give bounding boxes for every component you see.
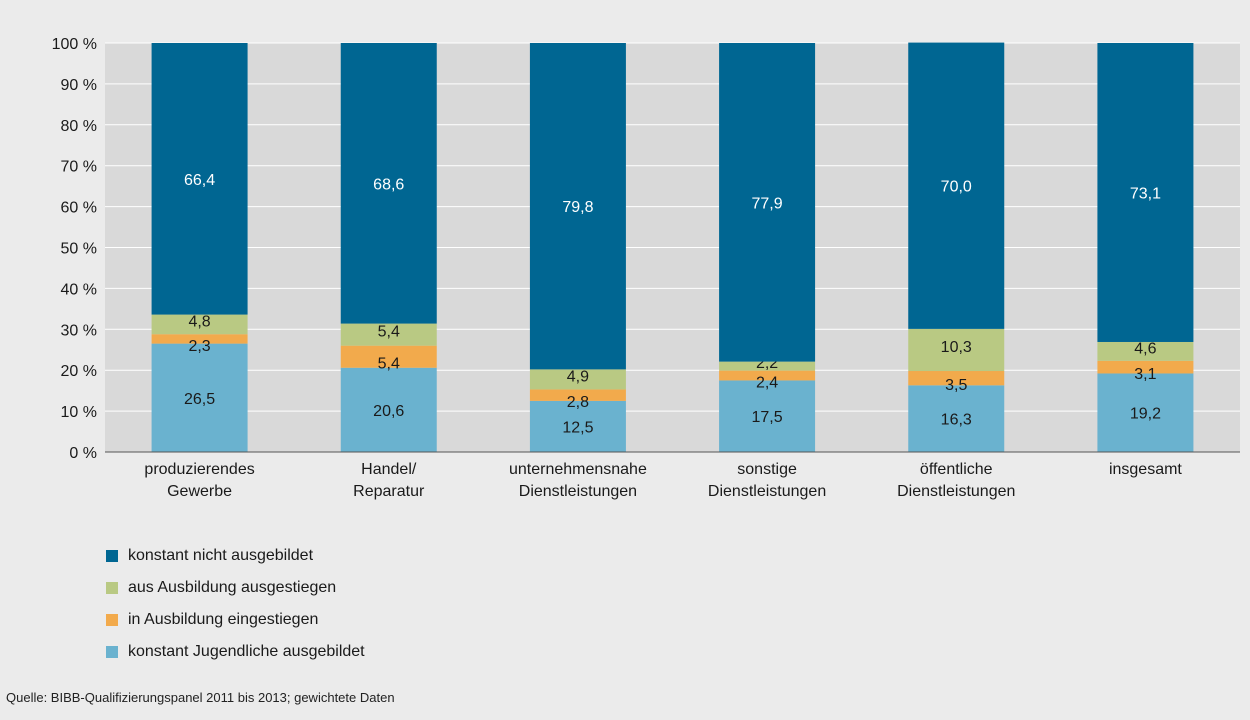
x-tick-label: produzierendes bbox=[144, 461, 254, 478]
data-label: 73,1 bbox=[1130, 185, 1161, 202]
x-tick-label: insgesamt bbox=[1109, 461, 1182, 478]
bar-segment bbox=[529, 43, 626, 370]
data-label: 68,6 bbox=[373, 176, 404, 193]
x-tick-label: sonstige bbox=[737, 461, 797, 478]
bar-segment bbox=[340, 367, 437, 452]
data-label: 2,3 bbox=[188, 338, 210, 355]
data-label: 66,4 bbox=[184, 172, 215, 189]
legend-swatch bbox=[106, 614, 118, 626]
bar-segment bbox=[529, 400, 626, 452]
legend-label: konstant nicht ausgebildet bbox=[128, 547, 314, 564]
legend: konstant nicht ausgebildet aus Ausbildung… bbox=[106, 540, 365, 668]
legend-label: in Ausbildung eingestiegen bbox=[128, 611, 319, 628]
data-label: 77,9 bbox=[752, 195, 783, 212]
bar-segment bbox=[151, 43, 248, 315]
bar-segment bbox=[1097, 43, 1194, 342]
data-label: 5,4 bbox=[378, 324, 400, 341]
x-tick-label: Handel/ bbox=[361, 461, 417, 478]
data-label: 3,5 bbox=[945, 377, 967, 394]
y-tick-label: 30 % bbox=[61, 322, 97, 339]
bar-segment bbox=[719, 370, 816, 381]
bar-segment bbox=[151, 334, 248, 344]
x-tick-label: Dienstleistungen bbox=[519, 483, 637, 500]
data-label: 12,5 bbox=[562, 419, 593, 436]
bar-segment bbox=[340, 323, 437, 346]
data-label: 26,5 bbox=[184, 391, 215, 408]
legend-item: konstant nicht ausgebildet bbox=[106, 540, 365, 572]
y-tick-label: 60 % bbox=[61, 200, 97, 217]
bar-segment bbox=[719, 43, 816, 362]
y-tick-label: 70 % bbox=[61, 159, 97, 176]
data-label: 3,1 bbox=[1134, 366, 1156, 383]
y-tick-label: 80 % bbox=[61, 118, 97, 135]
data-label: 4,9 bbox=[567, 368, 589, 385]
data-label: 2,4 bbox=[756, 375, 778, 392]
legend-swatch bbox=[106, 550, 118, 562]
x-tick-label: Dienstleistungen bbox=[708, 483, 826, 500]
legend-label: konstant Jugendliche ausgebildet bbox=[128, 643, 365, 660]
data-label: 16,3 bbox=[941, 412, 972, 429]
data-label: 79,8 bbox=[562, 199, 593, 216]
y-axis: 0 % 10 % 20 % 30 % 40 % 50 % 60 % 70 % 80 % 90 % 1… bbox=[52, 36, 97, 462]
x-tick-label: öffentliche bbox=[920, 461, 993, 478]
y-tick-label: 50 % bbox=[61, 241, 97, 258]
x-tick-label: unternehmensnahe bbox=[509, 461, 647, 478]
data-label: 70,0 bbox=[941, 179, 972, 196]
bar-segment bbox=[151, 314, 248, 335]
y-tick-label: 20 % bbox=[61, 363, 97, 380]
data-label: 4,6 bbox=[1134, 340, 1156, 357]
x-axis: produzierendes Gewerbe Handel/Reparatur unt… bbox=[105, 451, 1240, 500]
stacked-bar-chart: 0 % 10 % 20 % 30 % 40 % 50 % 60 % 70 % 80 % 90 % 1… bbox=[52, 36, 1240, 500]
x-tick-label: Gewerbe bbox=[167, 483, 232, 500]
legend-swatch bbox=[106, 582, 118, 594]
bar-segment bbox=[1097, 341, 1194, 361]
y-tick-label: 40 % bbox=[61, 281, 97, 298]
data-label: 5,4 bbox=[378, 356, 400, 373]
bar-segment bbox=[151, 343, 248, 452]
data-label: 2,8 bbox=[567, 394, 589, 411]
bar-segment bbox=[340, 43, 437, 324]
x-tick-label: Dienstleistungen bbox=[897, 483, 1015, 500]
data-label: 20,6 bbox=[373, 403, 404, 420]
y-tick-label: 100 % bbox=[52, 36, 97, 53]
bar-segment bbox=[1097, 360, 1194, 374]
legend-item: in Ausbildung eingestiegen bbox=[106, 604, 365, 636]
bar-segment bbox=[340, 345, 437, 368]
y-tick-label: 10 % bbox=[61, 404, 97, 421]
legend-item: konstant Jugendliche ausgebildet bbox=[106, 636, 365, 668]
bar-segment bbox=[1097, 373, 1194, 452]
y-tick-label: 90 % bbox=[61, 77, 97, 94]
legend-swatch bbox=[106, 646, 118, 658]
legend-label: aus Ausbildung ausgestiegen bbox=[128, 579, 337, 596]
bars: 26,5 2,3 4,8 66,4 20,6 5,4 5,4 68,6 12,5 2,8 4,9 79… bbox=[151, 42, 1194, 452]
data-label: 4,8 bbox=[188, 313, 210, 330]
bar-segment bbox=[908, 42, 1005, 329]
source-note: Quelle: BIBB-Qualifizierungspanel 2011 b… bbox=[6, 690, 395, 705]
bar-segment bbox=[529, 389, 626, 401]
bar-segment bbox=[908, 385, 1005, 452]
bar-segment bbox=[908, 328, 1005, 372]
bar-segment bbox=[719, 380, 816, 452]
data-label: 10,3 bbox=[941, 339, 972, 356]
bar-segment bbox=[908, 371, 1005, 386]
x-tick-label: Reparatur bbox=[353, 483, 425, 500]
y-tick-label: 0 % bbox=[69, 445, 97, 462]
data-label: 19,2 bbox=[1130, 406, 1161, 423]
data-label: 17,5 bbox=[752, 409, 783, 426]
bar-segment bbox=[529, 369, 626, 390]
legend-item: aus Ausbildung ausgestiegen bbox=[106, 572, 365, 604]
bar-segment bbox=[719, 361, 816, 371]
grid-lines bbox=[105, 42, 1240, 453]
